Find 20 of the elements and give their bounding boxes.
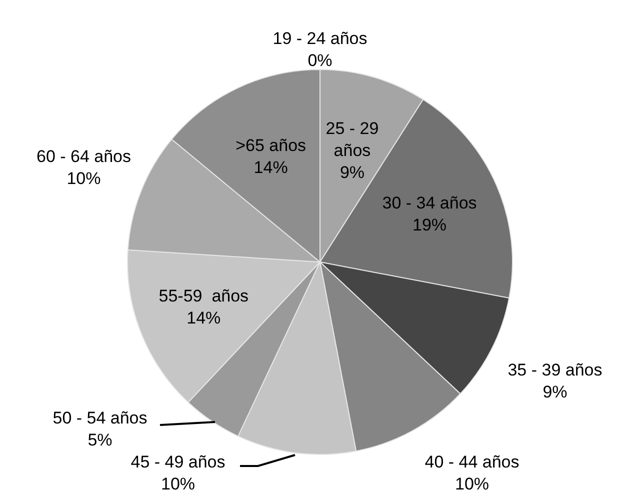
slice-label: 40 - 44 años bbox=[424, 452, 520, 472]
slice-label: >65 años bbox=[236, 136, 306, 156]
data-label: 5% bbox=[88, 430, 112, 450]
data-label: 10% bbox=[454, 474, 490, 494]
category-label: 19 - 24 años bbox=[272, 28, 368, 48]
slice-label: 45 - 49 años bbox=[130, 452, 226, 472]
slice-label: 35 - 39 años bbox=[508, 360, 602, 380]
slice-label: 25 - 29 años bbox=[326, 118, 379, 160]
slice-label: 50 - 54 años bbox=[52, 408, 148, 428]
slice-label: 60 - 64 años bbox=[36, 147, 131, 166]
data-label: 9% bbox=[340, 162, 365, 182]
data-label: 10% bbox=[160, 474, 196, 494]
slice-label: 55-59 años bbox=[158, 286, 249, 306]
data-label: 19% bbox=[412, 215, 447, 234]
data-label: 9% bbox=[542, 382, 568, 402]
slice-label: 30 - 34 años bbox=[382, 193, 477, 212]
data-label: 14% bbox=[254, 158, 288, 178]
data-label: 14% bbox=[186, 308, 221, 328]
text: 0% bbox=[308, 50, 332, 70]
data-label: 10% bbox=[66, 169, 101, 188]
